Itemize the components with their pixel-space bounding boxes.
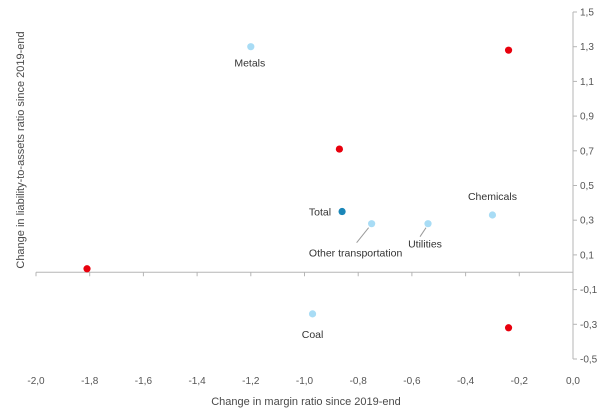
point-metals — [247, 43, 255, 51]
y-tick-label: 1,1 — [580, 77, 594, 88]
label-other-transportation: Other transportation — [309, 248, 403, 260]
x-tick-label: -1,4 — [188, 376, 206, 387]
y-tick-label: 0,7 — [580, 146, 594, 157]
y-tick-label: 0,5 — [580, 181, 594, 192]
x-tick-label: 0,0 — [566, 376, 580, 387]
point-unlabeled — [335, 145, 344, 153]
label-utilities: Utilities — [408, 239, 442, 251]
x-tick-label: -0,8 — [350, 376, 368, 387]
y-tick-label: 0,9 — [580, 112, 594, 123]
x-tick-label: -1,6 — [135, 376, 153, 387]
point-labels: Metals Chemicals Utilities Other transporta… — [234, 58, 517, 341]
leader-other-transportation — [356, 227, 370, 243]
y-tick-label: -0,3 — [580, 320, 598, 331]
x-tick-label: -0,6 — [403, 376, 421, 387]
point-other-transportation — [368, 220, 376, 228]
point-unlabeled — [504, 46, 513, 54]
x-axis-ticks: -2,0 -1,8 -1,6 -1,4 -1,2 -1,0 -0,8 -0,6 -0,4 -0,2… — [27, 272, 580, 387]
x-tick-label: -0,4 — [457, 376, 475, 387]
leader-utilities — [419, 227, 427, 237]
point-utilities — [424, 220, 432, 228]
y-tick-label: 0,1 — [580, 250, 594, 261]
y-tick-label: 0,3 — [580, 216, 594, 227]
y-tick-label: -0,1 — [580, 285, 598, 296]
y-axis-ticks: 1,5 1,3 1,1 0,9 0,7 0,5 0,3 0,1 -0,1 -0,3 -0,5 — [573, 8, 598, 366]
point-coal — [308, 310, 317, 318]
point-unlabeled — [83, 265, 91, 273]
y-axis-title: Change in liability-to-assets ratio sinc… — [15, 31, 27, 268]
x-tick-label: -1,0 — [296, 376, 314, 387]
x-tick-label: -0,2 — [511, 376, 529, 387]
annotation-leaders — [356, 227, 427, 243]
label-total: Total — [309, 207, 331, 219]
point-chemicals — [488, 211, 497, 219]
label-chemicals: Chemicals — [468, 191, 517, 203]
label-coal: Coal — [302, 329, 324, 341]
y-tick-label: -0,5 — [580, 355, 598, 366]
point-total — [338, 207, 346, 216]
data-points — [83, 43, 513, 332]
x-tick-label: -1,8 — [81, 376, 99, 387]
label-metals: Metals — [234, 58, 265, 70]
y-tick-label: 1,3 — [580, 42, 594, 53]
x-tick-label: -1,2 — [242, 376, 260, 387]
x-axis-title: Change in margin ratio since 2019-end — [211, 396, 401, 408]
x-tick-label: -2,0 — [27, 376, 45, 387]
y-tick-label: 1,5 — [580, 8, 594, 19]
point-unlabeled — [504, 324, 513, 332]
